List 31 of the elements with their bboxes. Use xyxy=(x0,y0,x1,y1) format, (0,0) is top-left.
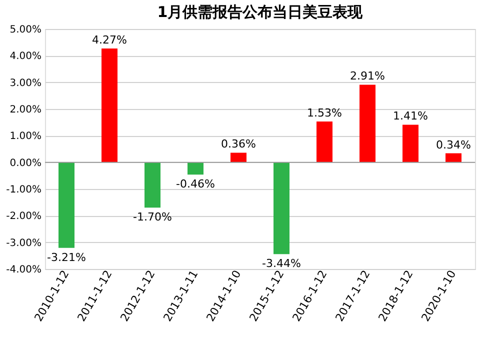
bar xyxy=(58,162,74,248)
data-label: 2.91% xyxy=(350,70,385,83)
bar xyxy=(446,153,462,162)
y-tick-label: -2.00% xyxy=(6,211,42,222)
bar xyxy=(102,48,118,162)
bar xyxy=(316,122,332,162)
y-tick-label: -4.00% xyxy=(6,264,42,276)
y-tick-label: 5.00% xyxy=(10,24,42,36)
bar xyxy=(360,84,376,162)
data-label: 1.41% xyxy=(393,110,428,123)
y-tick-label: 2.00% xyxy=(10,104,42,116)
data-label: -3.44% xyxy=(262,257,301,270)
bar xyxy=(274,162,290,254)
y-tick-label: 3.00% xyxy=(10,78,42,89)
data-label: -3.21% xyxy=(47,250,86,264)
data-label: 0.34% xyxy=(436,138,471,152)
y-tick-label: 4.00% xyxy=(10,51,42,62)
y-tick-label: -1.00% xyxy=(6,184,42,196)
y-tick-label: 1.00% xyxy=(10,131,42,142)
data-label: 4.27% xyxy=(92,33,127,46)
data-label: -0.46% xyxy=(176,178,215,191)
data-label: 0.36% xyxy=(221,138,256,151)
y-tick-label: -3.00% xyxy=(6,238,42,249)
bar xyxy=(402,124,418,162)
bar xyxy=(230,152,246,162)
bar xyxy=(144,162,160,208)
chart-title: 1月供需报告公布当日美豆表现 xyxy=(157,3,364,21)
data-label: 1.53% xyxy=(307,106,342,120)
bar xyxy=(188,162,204,175)
data-label: -1.70% xyxy=(133,210,172,224)
y-tick-label: 0.00% xyxy=(10,158,42,169)
